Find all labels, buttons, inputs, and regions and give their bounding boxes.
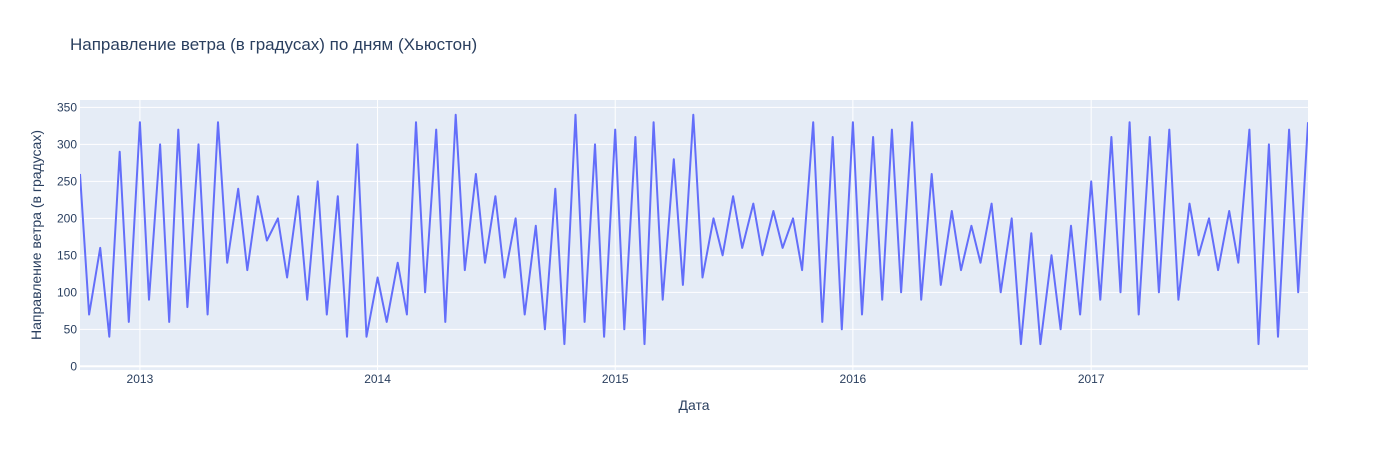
y-tick-label: 200 (57, 211, 77, 225)
x-tick-label: 2017 (1078, 372, 1105, 386)
x-tick-label: 2014 (364, 372, 391, 386)
plot-area (80, 100, 1308, 370)
y-axis-ticks: 0 50 100 150 200 250 300 350 (57, 100, 77, 373)
x-tick-label: 2016 (840, 372, 867, 386)
x-axis-ticks: 2013 2014 2015 2016 2017 (127, 372, 1105, 386)
y-tick-label: 250 (57, 174, 77, 188)
chart-title: Направление ветра (в градусах) по дням (… (70, 35, 477, 54)
x-tick-label: 2013 (127, 372, 154, 386)
y-tick-label: 50 (64, 322, 78, 336)
y-tick-label: 300 (57, 137, 77, 151)
series-layer (80, 113, 1308, 346)
gridlines (80, 100, 1308, 370)
series-line (80, 113, 1308, 346)
y-tick-label: 150 (57, 248, 77, 262)
x-tick-label: 2015 (602, 372, 629, 386)
x-axis-title: Дата (678, 397, 709, 413)
y-tick-label: 0 (70, 359, 77, 373)
y-tick-label: 100 (57, 285, 77, 299)
y-axis-title: Направление ветра (в градусах) (28, 130, 44, 340)
y-tick-label: 350 (57, 100, 77, 114)
series-group (80, 113, 1308, 346)
